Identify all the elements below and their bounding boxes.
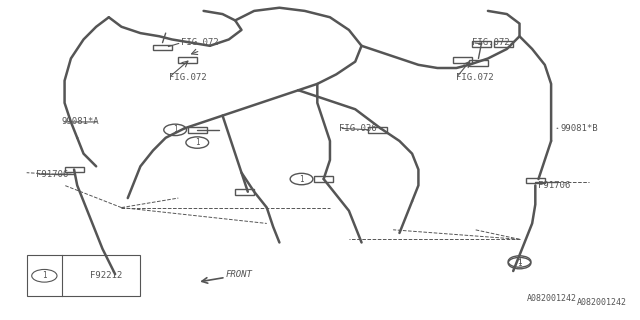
- Text: FIG.036: FIG.036: [339, 124, 377, 133]
- Text: 1: 1: [517, 259, 522, 268]
- Bar: [453, 57, 472, 63]
- Text: F91706: F91706: [36, 170, 68, 179]
- Text: 99081*A: 99081*A: [61, 117, 99, 126]
- Text: FIG.072: FIG.072: [456, 73, 494, 82]
- Text: 1: 1: [42, 271, 47, 280]
- Text: F92212: F92212: [90, 271, 122, 280]
- Text: A082001242: A082001242: [577, 298, 627, 307]
- Bar: [368, 127, 387, 133]
- Text: FIG.072: FIG.072: [182, 38, 219, 47]
- Bar: [494, 41, 513, 47]
- Bar: [526, 178, 545, 183]
- Text: FIG.072: FIG.072: [472, 38, 509, 47]
- Bar: [65, 167, 84, 172]
- Text: FRONT: FRONT: [226, 270, 253, 279]
- Text: 99081*B: 99081*B: [561, 124, 598, 133]
- Bar: [314, 176, 333, 182]
- Text: 1: 1: [300, 174, 304, 184]
- FancyBboxPatch shape: [27, 255, 140, 296]
- Text: F91706: F91706: [538, 181, 571, 190]
- Bar: [472, 41, 491, 47]
- Text: A082001242: A082001242: [526, 294, 577, 303]
- Bar: [179, 57, 197, 63]
- Bar: [235, 189, 254, 195]
- Text: FIG.072: FIG.072: [169, 73, 207, 82]
- Bar: [153, 44, 172, 50]
- Bar: [469, 60, 488, 66]
- Text: 1: 1: [173, 125, 177, 134]
- Bar: [188, 127, 207, 133]
- Text: 1: 1: [517, 257, 522, 266]
- Text: 1: 1: [195, 138, 200, 147]
